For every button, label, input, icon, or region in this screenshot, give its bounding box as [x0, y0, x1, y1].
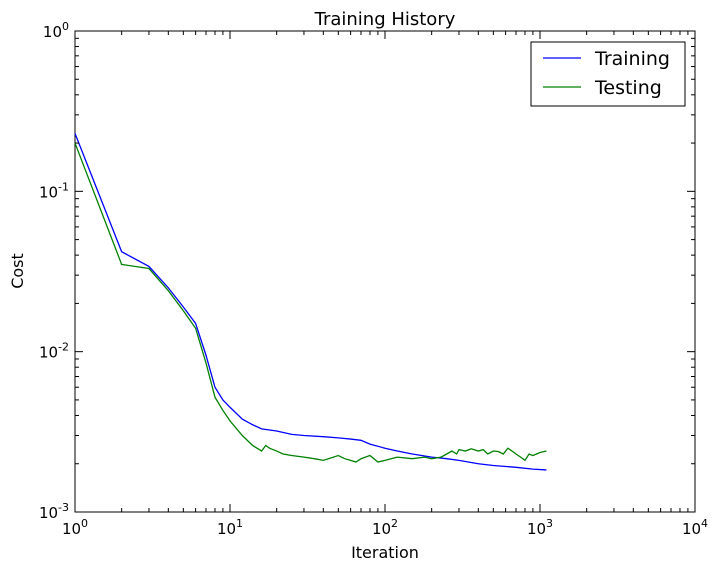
legend: Training Testing: [530, 41, 686, 107]
y-axis: 10-3 10-2 10-1 100: [39, 20, 695, 522]
legend-label-testing: Testing: [594, 77, 662, 99]
y-tick-label: 100: [43, 20, 69, 41]
x-tick-label: 100: [62, 517, 88, 538]
legend-frame: [530, 41, 686, 107]
x-tick-label: 104: [682, 517, 708, 538]
y-tick-label: 10-3: [39, 501, 69, 522]
x-tick-label: 101: [217, 517, 243, 538]
y-tick-label: 10-2: [39, 341, 69, 362]
plot-frame: [74, 30, 696, 513]
series-line-testing: [74, 142, 547, 463]
x-tick-label: 102: [372, 517, 398, 538]
chart-title: Training History: [314, 9, 456, 30]
y-axis-label: Cost: [8, 253, 27, 289]
y-tick-label: 10-1: [39, 180, 69, 201]
x-axis: 100 101 102 103 104: [62, 31, 708, 538]
x-axis-label: Iteration: [351, 543, 419, 562]
series-layer: [74, 133, 547, 471]
series-line-training: [74, 133, 547, 471]
x-tick-label: 103: [527, 517, 553, 538]
legend-label-training: Training: [594, 48, 670, 70]
